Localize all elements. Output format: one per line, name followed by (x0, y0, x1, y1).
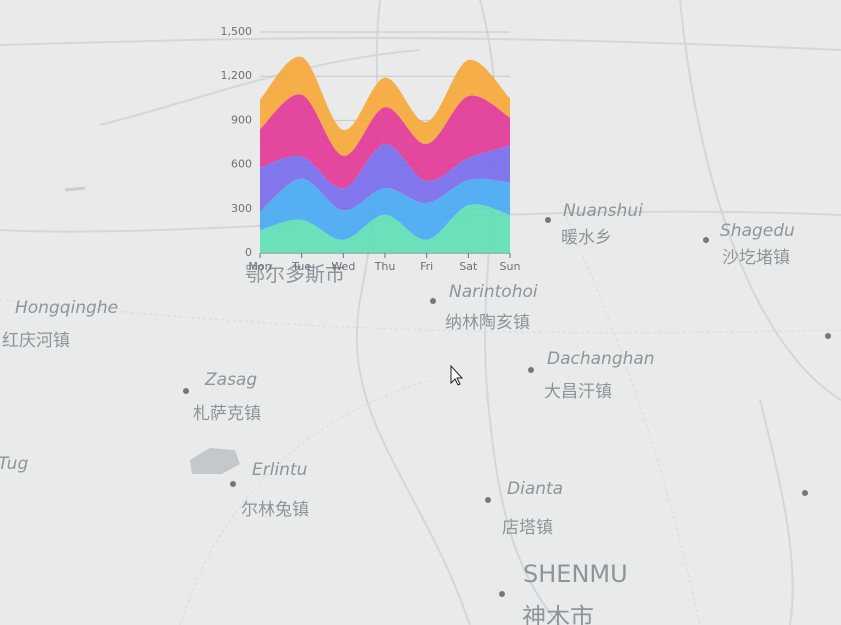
y-tick-label: 600 (231, 158, 252, 171)
cursor (450, 364, 464, 386)
place-label: Erlintu (252, 460, 308, 480)
place-dots (183, 217, 831, 597)
place-label: 暖水乡 (561, 228, 612, 248)
place-label: SHENMU (523, 560, 628, 588)
area (260, 143, 510, 212)
place-label: Hongqinghe (15, 298, 118, 318)
x-tick-label: Fri (420, 260, 433, 273)
place-label: 纳林陶亥镇 (445, 313, 530, 333)
x-tick-label: Sat (459, 260, 478, 273)
chart: 0 300 600 900 1,200 1,500 Mon Tue Wed Thu Fri Sat Su… (221, 25, 521, 273)
place-label: 神木市 (522, 603, 594, 625)
place-label: Dianta (507, 479, 563, 499)
place-label: Zasag (204, 370, 257, 390)
area (260, 94, 510, 189)
x-tick-label: Mon (248, 260, 271, 273)
place-label: Nuanshui (563, 201, 643, 221)
place-label: 沙圪堵镇 (722, 248, 790, 268)
y-tick-label: 900 (231, 113, 252, 126)
place-label: 鄂尔多斯市 (245, 262, 345, 286)
place-label: Narintohoi (449, 282, 538, 302)
map-labels: Nuanshui 暖水乡 Shagedu 沙圪堵镇 Hongqinghe 红庆河… (0, 201, 795, 625)
x-tick-label: Thu (374, 260, 396, 273)
place-label: 尔林兔镇 (241, 500, 309, 520)
y-tick-label: 1,200 (221, 69, 253, 82)
y-tick-label: 300 (231, 202, 252, 215)
x-tick-label: Tue (291, 260, 311, 273)
place-label: 札萨克镇 (193, 404, 261, 424)
place-label: Shagedu (720, 221, 795, 241)
x-tick-label: Sun (500, 260, 521, 273)
place-label: 红庆河镇 (2, 331, 70, 351)
y-tick-label: 1,500 (221, 25, 253, 38)
area (260, 178, 510, 240)
place-label: Tug (0, 454, 28, 474)
place-label: 大昌汗镇 (544, 382, 612, 402)
y-tick-label: 0 (245, 246, 252, 259)
place-label: 店塔镇 (502, 518, 553, 538)
x-tick-label: Wed (331, 260, 355, 273)
place-label: Dachanghan (547, 349, 655, 369)
area (260, 56, 510, 156)
area (260, 204, 510, 253)
